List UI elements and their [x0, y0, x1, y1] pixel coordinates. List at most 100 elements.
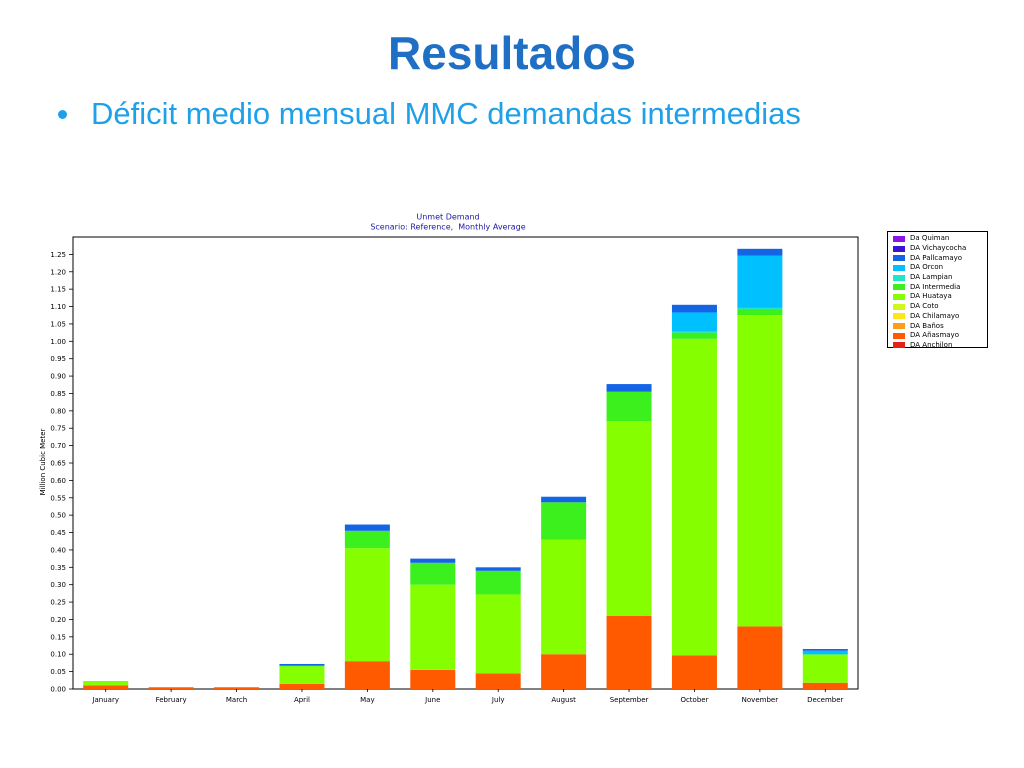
bar-segment	[279, 666, 325, 684]
x-tick-label: August	[551, 696, 576, 704]
legend-label: DA Pallcamayo	[910, 253, 963, 262]
bar-segment	[344, 524, 390, 531]
y-tick-label: 0.10	[50, 651, 66, 659]
legend-swatch	[893, 293, 905, 300]
y-tick-label: 0.20	[50, 616, 66, 624]
bar-segment	[802, 649, 848, 651]
bar-segment	[802, 682, 848, 689]
legend-label: DA Anchilon	[910, 340, 953, 349]
bar-segment	[802, 654, 848, 655]
x-tick-label: February	[156, 696, 187, 704]
bar-segment	[606, 615, 652, 689]
legend-swatch	[893, 284, 905, 291]
legend-label: DA Baños	[910, 321, 944, 330]
bar-segment	[671, 331, 717, 333]
chart-subtitle: Scenario: Reference, Monthly Average	[370, 223, 525, 232]
bar-segment	[410, 562, 456, 585]
bar-segment	[606, 421, 652, 616]
bar-segment	[541, 654, 587, 689]
legend-swatch	[893, 303, 905, 310]
legend-item: DA Añasmayo	[893, 331, 987, 341]
x-tick-label: May	[360, 696, 374, 704]
bullet-dot-icon	[58, 109, 67, 119]
x-tick-label: September	[610, 696, 649, 704]
bar-segment	[148, 687, 194, 689]
y-tick-label: 0.45	[50, 529, 66, 537]
bar-segment	[83, 681, 129, 686]
y-tick-label: 0.60	[50, 477, 66, 485]
chart-legend: Da Quiman DA Vichaycocha DA Pallcamayo DA O…	[887, 231, 988, 351]
bar-segment	[344, 530, 390, 549]
legend-item: DA Orcon	[893, 263, 987, 273]
bar-segment	[802, 654, 848, 683]
y-tick-label: 0.80	[50, 407, 66, 415]
legend-swatch	[893, 264, 905, 271]
bar-segment	[737, 308, 783, 316]
legend-item: DA Baños	[893, 321, 987, 331]
legend-label: DA Orcon	[910, 263, 944, 272]
y-tick-label: 0.95	[50, 355, 66, 363]
y-tick-label: 0.50	[50, 512, 66, 520]
legend-item: DA Vichaycocha	[893, 244, 987, 254]
bar-segment	[410, 669, 456, 689]
y-tick-label: 1.00	[50, 338, 66, 346]
y-tick-label: 0.30	[50, 581, 66, 589]
bar-segment	[214, 687, 260, 689]
bar-segment	[475, 673, 521, 689]
bar-segment	[279, 683, 325, 689]
legend-swatch	[893, 255, 905, 262]
y-tick-label: 0.05	[50, 668, 66, 676]
bar-segment	[737, 248, 783, 256]
legend-swatch	[893, 323, 905, 330]
x-tick-label: January	[91, 696, 119, 704]
bar-segment	[737, 307, 783, 309]
bar-segment	[671, 332, 717, 339]
y-tick-label: 0.35	[50, 564, 66, 572]
bar-segment	[344, 548, 390, 662]
bullet-point: Déficit medio mensual MMC demandas inter…	[58, 96, 801, 132]
legend-swatch	[893, 342, 905, 349]
legend-item: DA Lampian	[893, 273, 987, 283]
legend-item: DA Anchilon	[893, 341, 987, 351]
bar-segment	[410, 584, 456, 670]
x-tick-label: November	[742, 696, 779, 704]
chart-title: Unmet Demand	[416, 213, 479, 222]
y-tick-label: 0.65	[50, 460, 66, 468]
y-tick-label: 1.20	[50, 268, 66, 276]
legend-swatch	[893, 332, 905, 339]
x-tick-label: October	[680, 696, 708, 704]
bar-segment	[279, 663, 325, 666]
legend-swatch	[893, 245, 905, 252]
y-tick-label: 0.25	[50, 599, 66, 607]
x-tick-label: March	[226, 696, 247, 704]
legend-item: Da Quiman	[893, 234, 987, 244]
legend-label: DA Huataya	[910, 292, 952, 301]
slide-title: Resultados	[388, 27, 636, 79]
bar-segment	[541, 502, 587, 540]
bullet-text: Déficit medio mensual MMC demandas inter…	[91, 96, 801, 131]
legend-swatch	[893, 235, 905, 242]
y-tick-label: 1.25	[50, 251, 66, 259]
legend-swatch	[893, 313, 905, 320]
legend-swatch	[893, 274, 905, 281]
legend-label: DA Chilamayo	[910, 311, 960, 320]
legend-label: DA Intermedia	[910, 282, 961, 291]
legend-label: DA Vichaycocha	[910, 244, 967, 253]
bar-segment	[83, 685, 129, 689]
y-tick-label: 0.85	[50, 390, 66, 398]
bar-segment	[475, 570, 521, 595]
y-tick-label: 1.10	[50, 303, 66, 311]
bar-segment	[671, 312, 717, 332]
legend-label: DA Añasmayo	[910, 331, 959, 340]
y-tick-label: 0.00	[50, 686, 66, 694]
bar-segment	[541, 539, 587, 655]
bar-segment	[606, 384, 652, 392]
bar-segment	[671, 655, 717, 689]
bar-segment	[606, 391, 652, 422]
legend-item: DA Chilamayo	[893, 312, 987, 322]
bar-segment	[475, 594, 521, 674]
y-tick-label: 1.15	[50, 286, 66, 294]
bar-segment	[475, 567, 521, 571]
bar-segment	[541, 496, 587, 503]
